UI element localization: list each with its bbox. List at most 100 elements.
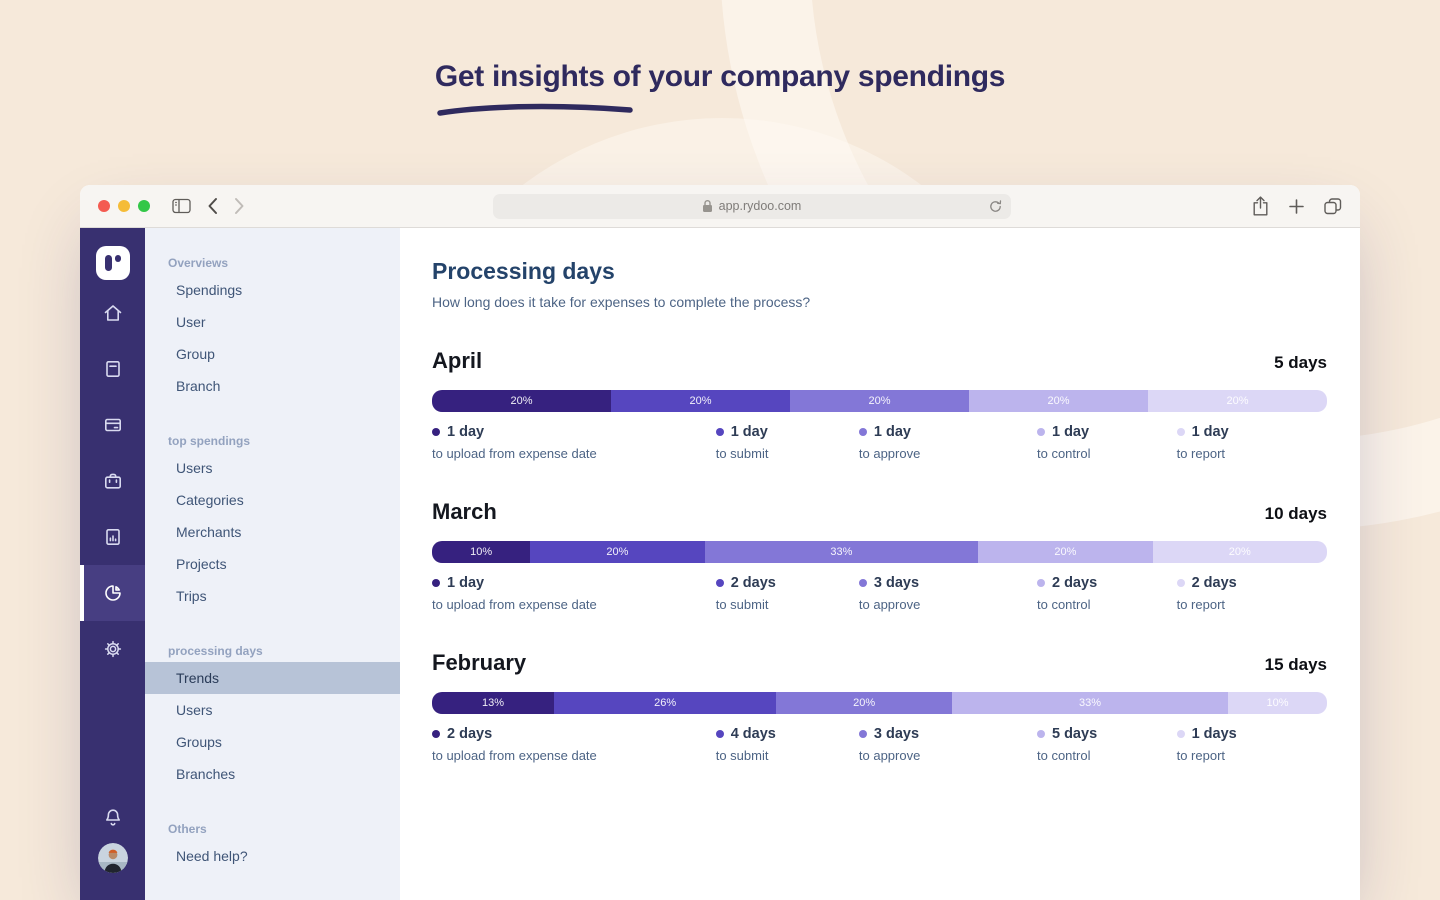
bar-segment: 20% <box>611 390 790 412</box>
bar-segment: 10% <box>432 541 531 563</box>
sidebar-item-group[interactable]: Group <box>176 346 215 362</box>
legend-item: 4 days to submit <box>715 726 859 763</box>
legend-days: 2 days <box>1051 575 1098 591</box>
headline-underline-swoosh <box>437 103 633 116</box>
rail-item-settings[interactable] <box>80 621 145 677</box>
bar-segment: 33% <box>952 692 1229 714</box>
bar-segment: 13% <box>432 692 555 714</box>
legend-dot <box>432 579 440 587</box>
rail-item-cards[interactable] <box>80 397 145 453</box>
segment-percent-label: 20% <box>1047 395 1070 407</box>
legend-item: 1 days to report <box>1176 726 1327 763</box>
sidebar-section-overviews: Overviews Spendings User Group Branch <box>145 252 400 402</box>
rail-item-home[interactable] <box>80 285 145 341</box>
page-subtitle: How long does it take for expenses to co… <box>432 294 811 310</box>
sidebar-item-trends[interactable]: Trends <box>145 662 400 694</box>
tabs-overview-button[interactable] <box>1324 196 1342 216</box>
sidebar-item-users[interactable]: Users <box>176 460 213 476</box>
legend-item: 1 day to approve <box>858 424 1037 461</box>
legend-row: 1 day to upload from expense date 2 days t… <box>432 575 1327 612</box>
user-avatar[interactable] <box>97 843 128 873</box>
sidebar-item-trips[interactable]: Trips <box>176 588 207 604</box>
forward-button[interactable] <box>234 197 245 215</box>
rail-item-reports[interactable] <box>80 509 145 565</box>
legend-item: 3 days to approve <box>858 726 1037 763</box>
sidebar-item-branch[interactable]: Branch <box>176 378 221 394</box>
browser-window: app.rydoo.com <box>80 185 1360 900</box>
url-bar[interactable]: app.rydoo.com <box>492 193 1011 219</box>
trips-icon <box>104 473 121 489</box>
segment-percent-label: 20% <box>853 697 876 709</box>
sidebar-item-spendings[interactable]: Spendings <box>176 282 243 298</box>
sidebar-item-categories[interactable]: Categories <box>176 492 244 508</box>
legend-stage: to report <box>1176 748 1226 763</box>
new-tab-icon <box>1289 198 1304 214</box>
legend-dot <box>1036 730 1045 738</box>
close-window-button[interactable] <box>98 200 110 212</box>
legend-dot <box>715 428 724 436</box>
segment-percent-label: 20% <box>606 546 629 558</box>
maximize-window-button[interactable] <box>138 200 150 212</box>
legend-dot <box>1176 730 1185 738</box>
legend-item: 1 day to upload from expense date <box>432 575 716 612</box>
bar-segment: 33% <box>704 541 979 563</box>
rail-item-receipts[interactable] <box>80 341 145 397</box>
share-button[interactable] <box>1252 196 1269 216</box>
month-section-march: March 10 days 10% 20% 33% 20% 20% 1 day t… <box>432 499 1327 612</box>
forward-icon <box>235 198 244 214</box>
legend-days: 2 days <box>1191 575 1237 591</box>
receipts-icon <box>105 361 120 377</box>
rail-item-insights[interactable] <box>80 565 145 621</box>
lock-icon <box>702 200 712 212</box>
legend-days: 1 day <box>447 424 485 440</box>
legend-item: 1 day to control <box>1036 424 1177 461</box>
tabs-icon <box>1324 197 1342 214</box>
settings-gear-icon <box>104 640 121 658</box>
minimize-window-button[interactable] <box>118 200 130 212</box>
month-total-days: 10 days <box>1264 504 1327 523</box>
legend-stage: to upload from expense date <box>432 446 597 461</box>
legend-item: 3 days to approve <box>858 575 1037 612</box>
secondary-sidebar: Overviews Spendings User Group Branch to… <box>145 228 400 900</box>
notifications-button[interactable] <box>101 805 125 829</box>
legend-dot <box>715 730 724 738</box>
page-title: Processing days <box>432 258 615 284</box>
sidebar-item-pd-branches[interactable]: Branches <box>176 766 236 782</box>
section-title: Others <box>168 822 207 836</box>
browser-chrome: app.rydoo.com <box>80 185 1360 228</box>
legend-item: 5 days to control <box>1036 726 1177 763</box>
legend-stage: to report <box>1176 597 1226 612</box>
legend-stage: to submit <box>715 446 769 461</box>
sidebar-section-processing-days: processing days Trends Users Groups Bran… <box>145 640 400 790</box>
reload-icon[interactable] <box>989 199 1002 213</box>
legend-days: 1 day <box>730 424 768 440</box>
legend-item: 2 days to control <box>1036 575 1177 612</box>
legend-days: 3 days <box>873 575 920 591</box>
rydoo-logo[interactable] <box>95 246 130 280</box>
legend-days: 1 day <box>447 575 485 591</box>
page-headline: Get insights of your company spendings <box>0 60 1440 116</box>
month-total-days: 5 days <box>1274 353 1327 372</box>
bar-segment: 20% <box>1148 390 1327 412</box>
browser-toolbar-right <box>1252 196 1342 216</box>
month-name: February <box>432 650 527 675</box>
legend-dot <box>715 579 724 587</box>
rail-item-trips[interactable] <box>80 453 145 509</box>
sidebar-item-projects[interactable]: Projects <box>176 556 227 572</box>
legend-days: 1 day <box>1191 424 1229 440</box>
sidebar-item-need-help[interactable]: Need help? <box>176 848 248 864</box>
sidebar-item-pd-users[interactable]: Users <box>176 702 213 718</box>
legend-dot <box>1036 579 1045 587</box>
legend-row: 1 day to upload from expense date 1 day to… <box>432 424 1327 461</box>
sidebar-item-merchants[interactable]: Merchants <box>176 524 242 540</box>
back-button[interactable] <box>207 197 218 215</box>
sidebar-item-pd-groups[interactable]: Groups <box>176 734 222 750</box>
month-section-february: February 15 days 13% 26% 20% 33% 10% 2 d… <box>432 650 1327 763</box>
sidebar-toggle-icon <box>172 198 191 214</box>
new-tab-button[interactable] <box>1288 196 1305 216</box>
processing-bar: 20% 20% 20% 20% 20% <box>432 390 1327 412</box>
section-title: top spendings <box>168 434 250 448</box>
sidebar-toggle-button[interactable] <box>172 198 191 214</box>
sidebar-item-user[interactable]: User <box>176 314 206 330</box>
segment-percent-label: 13% <box>482 697 505 709</box>
